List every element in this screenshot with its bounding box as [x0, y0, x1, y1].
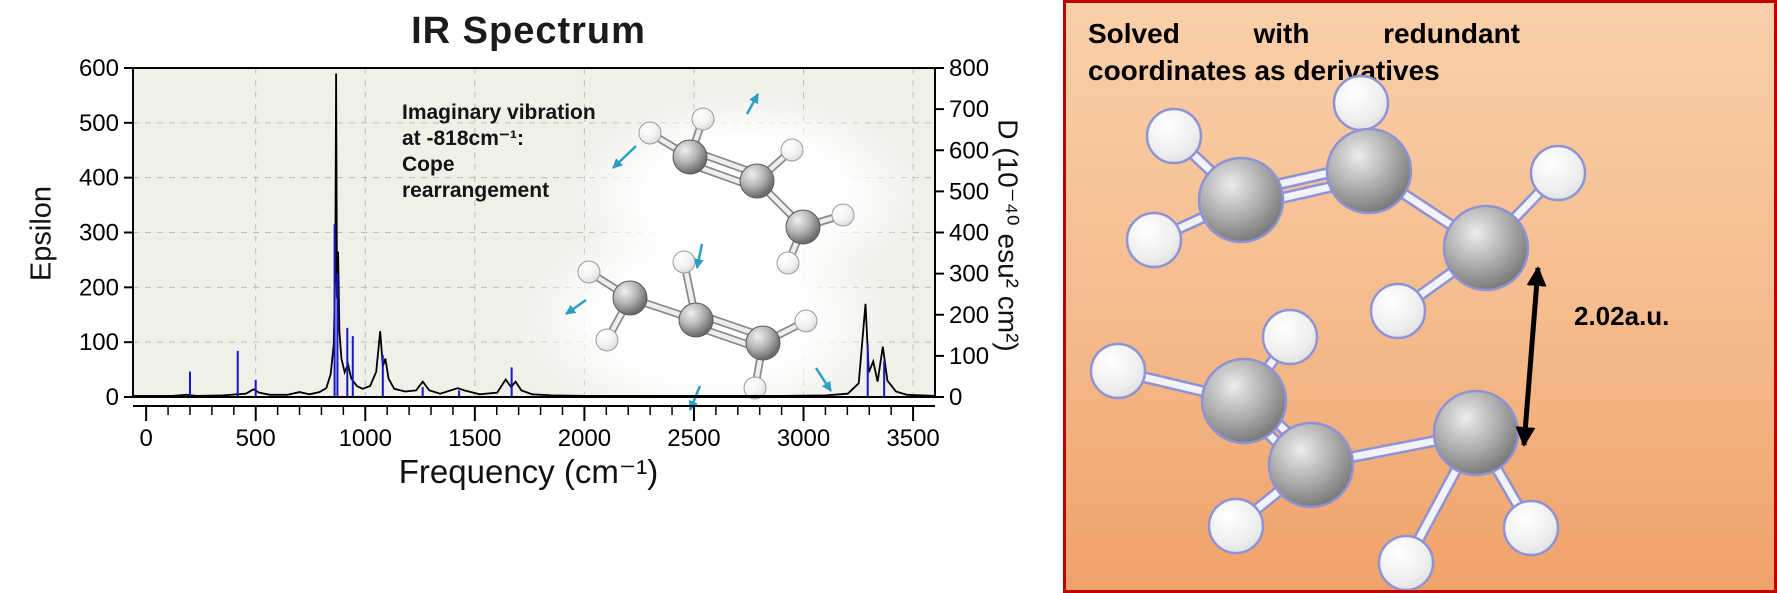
annotation-line-2: at -818cm⁻¹:: [402, 127, 524, 150]
y-right-tick-label: 100: [949, 343, 989, 370]
y-right-tick-label: 800: [949, 55, 989, 82]
carbon-atom: [1197, 156, 1285, 244]
y-right-tick-label: 200: [949, 302, 989, 329]
hydrogen-atom: [1332, 74, 1390, 132]
hydrogen-atom: [577, 260, 601, 284]
hydrogen-atom: [1369, 282, 1427, 340]
caption-line-1: Solved with redundant: [1088, 18, 1520, 49]
x-tick-label: 1000: [339, 425, 392, 452]
x-tick-label: 3500: [886, 425, 939, 452]
distance-arrow: [1515, 266, 1547, 447]
y-right-tick-label: 0: [949, 384, 962, 411]
hydrogen-atom: [1145, 107, 1203, 165]
carbon-atom: [1267, 421, 1355, 509]
y-right-tick-label: 400: [949, 220, 989, 247]
hydrogen-atom: [743, 376, 767, 400]
ir-spectrum-chart: 0 100 200 300 400 500 600 0 100 200 300 400 500 600 70…: [79, 55, 989, 452]
hydrogen-atom: [1261, 308, 1319, 366]
x-tick-label: 2000: [558, 425, 611, 452]
y-left-tick-label: 200: [79, 274, 119, 301]
x-tick-label: 1500: [448, 425, 501, 452]
y-right-tick-label: 600: [949, 137, 989, 164]
y-axis-label-left: Epsilon: [25, 185, 58, 282]
y-left-tick-label: 600: [79, 55, 119, 82]
x-tick-label: 500: [236, 425, 276, 452]
molecule-fragment-lower: [1089, 308, 1560, 590]
ir-spectrum-panel: IR Spectrum: [25, 10, 1024, 490]
carbon-atom: [745, 325, 781, 361]
x-tick-label: 3000: [777, 425, 830, 452]
hydrogen-atom: [638, 121, 662, 145]
chart-decorations: [515, 90, 925, 430]
y-axis-label-right: D (10⁻⁴⁰ esu² cm²): [992, 119, 1024, 352]
solved-panel: Solved with redundant coordinates as der…: [1063, 0, 1777, 593]
hydrogen-atom: [672, 250, 696, 274]
hydrogen-atom: [776, 251, 800, 275]
annotation-line-3: Cope: [402, 153, 455, 176]
y-left-tick-label: 500: [79, 110, 119, 137]
carbon-atom: [1432, 389, 1520, 477]
hydrogen-atom: [794, 309, 818, 333]
carbon-atom: [678, 302, 714, 338]
x-tick-label: 2500: [667, 425, 720, 452]
distance-label: 2.02a.u.: [1574, 301, 1670, 331]
y-right-tick-label: 500: [949, 178, 989, 205]
y-left-tick-label: 300: [79, 220, 119, 247]
carbon-atom: [1442, 204, 1530, 292]
y-right-tick-label: 300: [949, 261, 989, 288]
hydrogen-atom: [595, 328, 619, 352]
y-right-tick-label: 700: [949, 96, 989, 123]
molecule-image-upper: [638, 107, 855, 275]
caption-line-2: coordinates as derivatives: [1088, 55, 1440, 86]
spectrum-line-epsilon: [134, 73, 936, 397]
hydrogen-atom: [1125, 211, 1183, 269]
hydrogen-atom: [831, 203, 855, 227]
annotation-line-4: rearrangement: [402, 179, 550, 202]
x-tick-label: 0: [139, 425, 152, 452]
carbon-atom: [612, 280, 648, 316]
hydrogen-atom: [1089, 342, 1147, 400]
carbon-atom: [739, 163, 775, 199]
carbon-atom: [785, 209, 821, 245]
carbon-atom: [1325, 127, 1413, 215]
annotation: Imaginary vibration at -818cm⁻¹: Cope re…: [402, 100, 652, 204]
hydrogen-atom: [691, 107, 715, 131]
carbon-atom: [672, 139, 708, 175]
y-left-tick-label: 0: [106, 384, 119, 411]
molecule-figure: [1089, 74, 1587, 590]
hydrogen-atom: [1207, 497, 1265, 555]
hydrogen-atom: [1529, 144, 1587, 202]
carbon-atom: [1200, 357, 1288, 445]
chart-title: IR Spectrum: [411, 10, 646, 52]
molecule-image-lower: [577, 250, 818, 400]
panel-caption: Solved with redundant coordinates as der…: [1088, 15, 1520, 89]
x-axis-label: Frequency (cm⁻¹): [398, 453, 659, 490]
annotation-line-1: Imaginary vibration: [402, 101, 596, 124]
hydrogen-atom: [1377, 534, 1435, 590]
y-left-tick-label: 400: [79, 165, 119, 192]
molecule-fragment-upper: [1125, 74, 1587, 340]
vibration-arrow-icons: [565, 93, 833, 411]
hydrogen-atom: [780, 138, 804, 162]
y-left-tick-label: 100: [79, 329, 119, 356]
hydrogen-atom: [1502, 499, 1560, 557]
